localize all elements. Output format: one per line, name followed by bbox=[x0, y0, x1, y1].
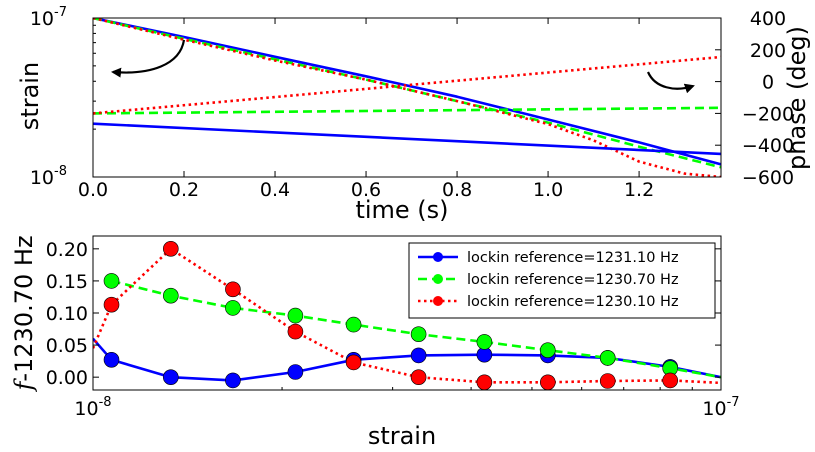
data-point-s1-3 bbox=[287, 307, 304, 324]
x-tick-label-top-6: 1.2 bbox=[624, 179, 654, 201]
x-tick-label-bottom-1-base: 10 bbox=[702, 398, 726, 420]
series-line-bottom-0 bbox=[93, 337, 721, 382]
y2-tick-label-top-2: 0 bbox=[762, 72, 774, 94]
legend-marker-2 bbox=[433, 296, 443, 306]
data-point-s0-3 bbox=[287, 364, 304, 380]
legend-marker-1 bbox=[433, 274, 443, 284]
x-axis-label-top: time (s) bbox=[355, 196, 448, 224]
y-tick-label-top-1-exponent: -7 bbox=[54, 5, 67, 20]
data-point-s2-4 bbox=[345, 354, 362, 371]
data-point-s2-2 bbox=[225, 281, 241, 298]
series-line-top-0 bbox=[93, 18, 721, 166]
x-tick-label-bottom-0: 10-8 bbox=[74, 395, 111, 420]
y-tick-label-bottom-2: 0.10 bbox=[46, 303, 88, 325]
y-tick-label-bottom-3: 0.15 bbox=[46, 271, 88, 293]
data-point-s2-8 bbox=[599, 373, 616, 389]
annotation-arrow-strain bbox=[111, 39, 186, 78]
x-tick-label-bottom-0-exponent: -8 bbox=[99, 395, 112, 410]
y-tick-label-bottom-4: 0.20 bbox=[46, 239, 88, 261]
data-point-s1-4 bbox=[345, 316, 362, 333]
y-tick-label-top-1: 10-7 bbox=[30, 5, 67, 30]
annotation-arrow-phase bbox=[646, 71, 695, 94]
data-point-s2-5 bbox=[410, 369, 427, 386]
legend-box bbox=[408, 242, 716, 319]
x-tick-label-bottom-1-exponent: -7 bbox=[727, 395, 740, 410]
series-line-top-4 bbox=[93, 106, 721, 115]
x-tick-label-bottom-1: 10-7 bbox=[702, 395, 739, 420]
plot-area-top bbox=[93, 18, 721, 177]
data-point-s0-2 bbox=[225, 372, 241, 389]
data-point-s1-1 bbox=[163, 287, 179, 304]
y-tick-label-bottom-1: 0.05 bbox=[46, 335, 88, 357]
data-point-s0-5 bbox=[410, 347, 427, 364]
y-tick-label-top-1-base: 10 bbox=[30, 8, 54, 30]
data-point-s2-3 bbox=[287, 323, 304, 340]
x-tick-label-top-0: 0.0 bbox=[78, 179, 108, 201]
data-point-s2-9 bbox=[662, 372, 679, 389]
data-point-s2-6 bbox=[476, 374, 493, 391]
data-point-s1-8 bbox=[599, 350, 616, 366]
x-axis-label-bottom: strain bbox=[368, 422, 436, 450]
y2-axis-label-top: phase (deg) bbox=[783, 26, 811, 170]
y-tick-label-top-0-exponent: -8 bbox=[54, 164, 67, 179]
y2-tick-label-top-4: −400 bbox=[742, 135, 794, 157]
data-point-s0-0 bbox=[103, 351, 120, 368]
y2-tick-label-top-5: −600 bbox=[742, 167, 794, 189]
legend-label-0: lockin reference=1231.10 Hz bbox=[467, 250, 679, 266]
data-point-s1-7 bbox=[539, 342, 556, 359]
y2-tick-label-top-3: −200 bbox=[742, 103, 794, 125]
chart-top: 0.0 0.2 0.4 0.6 0.8 1.0 1.210-810-7 4002000−200… bbox=[16, 5, 811, 224]
y-axis-label-top: strain bbox=[16, 62, 44, 130]
legend-label-1: lockin reference=1230.70 Hz bbox=[467, 272, 679, 288]
data-point-s2-0 bbox=[103, 296, 120, 313]
legend: lockin reference=1231.10 Hz lockin refere… bbox=[408, 242, 716, 319]
y-tick-label-bottom-0: 0.00 bbox=[46, 367, 88, 389]
x-tick-label-top-3: 0.6 bbox=[351, 179, 381, 201]
legend-marker-0 bbox=[433, 252, 443, 262]
y-tick-label-top-0-base: 10 bbox=[30, 167, 54, 189]
x-tick-label-top-1: 0.2 bbox=[169, 179, 199, 201]
plot-frame-top bbox=[92, 17, 722, 178]
data-point-s2-1 bbox=[163, 241, 179, 257]
data-point-s1-0 bbox=[103, 273, 120, 289]
x-tick-label-top-2: 0.4 bbox=[260, 179, 290, 201]
data-point-s1-6 bbox=[476, 334, 493, 350]
y-tick-label-top-0: 10-8 bbox=[30, 164, 67, 189]
y-axis-label-bottom-rest: -1230.70 Hz bbox=[10, 235, 38, 381]
series-line-top-2 bbox=[93, 18, 721, 177]
y-axis-label-bottom: f-1230.70 Hz bbox=[10, 235, 38, 392]
y2-tick-label-top-1: 200 bbox=[750, 40, 786, 62]
y2-tick-label-top-0: 400 bbox=[750, 8, 786, 30]
x-tick-label-top-4: 0.8 bbox=[442, 179, 472, 201]
data-point-s1-5 bbox=[410, 326, 427, 343]
data-point-s1-2 bbox=[225, 300, 241, 316]
series-line-top-3 bbox=[93, 122, 721, 156]
data-point-s0-1 bbox=[163, 369, 179, 386]
series-line-bottom-2 bbox=[93, 247, 721, 385]
data-point-s2-7 bbox=[539, 374, 556, 391]
series-line-top-1 bbox=[93, 18, 721, 169]
x-tick-label-top-5: 1.0 bbox=[533, 179, 563, 201]
x-tick-label-bottom-0-base: 10 bbox=[74, 398, 98, 420]
legend-label-2: lockin reference=1230.10 Hz bbox=[467, 294, 679, 310]
